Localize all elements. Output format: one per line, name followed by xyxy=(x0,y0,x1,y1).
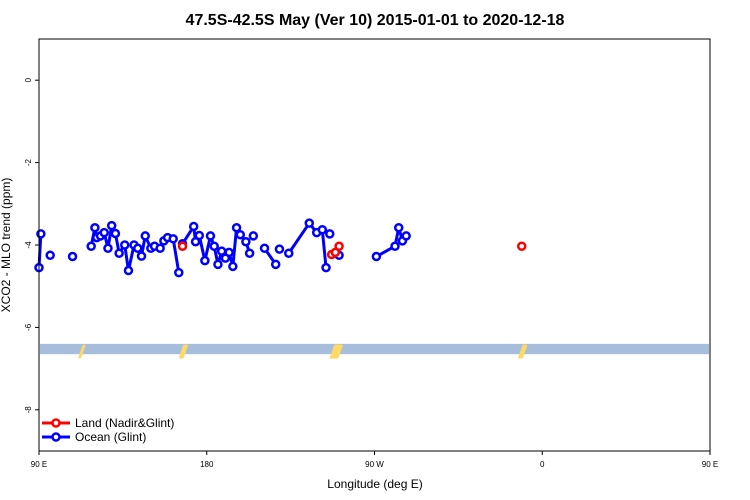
band-marker xyxy=(335,344,343,359)
land-data-point xyxy=(177,241,188,251)
ocean-data-point xyxy=(110,228,121,239)
ocean-data-point xyxy=(270,259,281,270)
y-tick-label: 0 xyxy=(24,77,33,82)
ocean-data-point xyxy=(114,248,124,258)
x-axis-label: Longitude (deg E) xyxy=(327,477,422,491)
ocean-data-point xyxy=(188,221,199,232)
band-marker xyxy=(180,344,188,359)
land-data-point xyxy=(516,241,527,251)
ocean-data-point xyxy=(123,265,134,276)
ocean-data-point xyxy=(209,241,219,251)
ocean-data-point xyxy=(284,248,294,258)
ocean-data-point xyxy=(174,267,184,278)
land-data-point xyxy=(334,241,344,251)
ocean-data-point xyxy=(90,222,100,233)
ocean-data-point xyxy=(106,220,117,231)
ocean-data-point xyxy=(103,243,113,254)
x-tick-label: 0 xyxy=(540,460,545,469)
ocean-data-point xyxy=(231,222,242,233)
ocean-data-point xyxy=(393,222,404,233)
ocean-data-point xyxy=(228,261,238,272)
ocean-data-point xyxy=(244,248,255,258)
band-markers-layer xyxy=(78,344,528,359)
ocean-data-point xyxy=(168,234,178,244)
ocean-data-point xyxy=(36,229,46,239)
band-marker xyxy=(329,344,337,359)
ocean-data-point xyxy=(45,250,55,261)
ocean-data-point xyxy=(67,251,78,262)
reference-band xyxy=(40,343,709,355)
ocean-data-point xyxy=(133,243,143,254)
ocean-data-point xyxy=(140,231,150,241)
chart-title: 47.5S-42.5S May (Ver 10) 2015-01-01 to 2… xyxy=(186,12,565,29)
series-layer xyxy=(34,218,527,278)
ocean-data-point xyxy=(235,229,246,240)
x-tick-label: 90 E xyxy=(702,460,718,469)
reference-band-layer xyxy=(40,343,709,355)
ocean-data-point xyxy=(200,255,210,266)
legend-ocean-label: Ocean (Glint) xyxy=(75,430,146,444)
y-tick-label: -8 xyxy=(24,406,33,414)
ocean-data-point xyxy=(224,247,234,258)
y-axis: 0 -2 -4 -6 -8 xyxy=(24,77,39,413)
ocean-data-point xyxy=(205,231,216,241)
ocean-data-point xyxy=(241,236,251,247)
ocean-data-point xyxy=(155,243,165,254)
legend: Land (Nadir&Glint)Ocean (Glint) xyxy=(42,416,174,444)
legend-land-label: Land (Nadir&Glint) xyxy=(75,416,174,430)
x-tick-label: 90 E xyxy=(31,460,47,469)
ocean-data-point xyxy=(317,225,328,235)
band-marker xyxy=(331,344,339,359)
ocean-data-point xyxy=(86,241,96,251)
x-tick-label: 90 W xyxy=(365,460,384,469)
ocean-data-point xyxy=(136,251,147,261)
ocean-data-point xyxy=(325,229,335,239)
y-axis-label: XCO2 - MLO trend (ppm) xyxy=(0,178,13,313)
y-tick-label: -2 xyxy=(24,158,33,166)
ocean-data-point xyxy=(401,231,411,241)
band-marker xyxy=(518,344,526,359)
band-marker xyxy=(78,344,86,359)
ocean-data-point xyxy=(371,251,382,262)
ocean-data-point xyxy=(274,244,285,254)
y-tick-label: -6 xyxy=(24,323,33,331)
legend-ocean-marker xyxy=(51,432,61,442)
ocean-data-point xyxy=(390,241,400,251)
y-tick-label: -4 xyxy=(24,241,33,249)
band-marker xyxy=(520,344,528,359)
band-marker xyxy=(333,344,341,359)
ocean-data-point xyxy=(304,218,315,228)
legend-land-marker xyxy=(51,418,61,428)
ocean-series-line xyxy=(375,226,404,258)
ocean-data-point xyxy=(321,262,331,273)
x-axis: 90 E 180 90 W 0 90 E xyxy=(31,451,718,469)
ocean-data-point xyxy=(99,227,109,238)
ocean-data-point xyxy=(259,243,270,254)
band-marker xyxy=(179,344,187,359)
x-tick-label: 180 xyxy=(200,460,214,469)
ocean-data-point xyxy=(213,259,223,270)
ocean-data-point xyxy=(248,231,259,241)
ocean-data-point xyxy=(194,230,205,241)
ocean-data-point xyxy=(119,240,130,250)
